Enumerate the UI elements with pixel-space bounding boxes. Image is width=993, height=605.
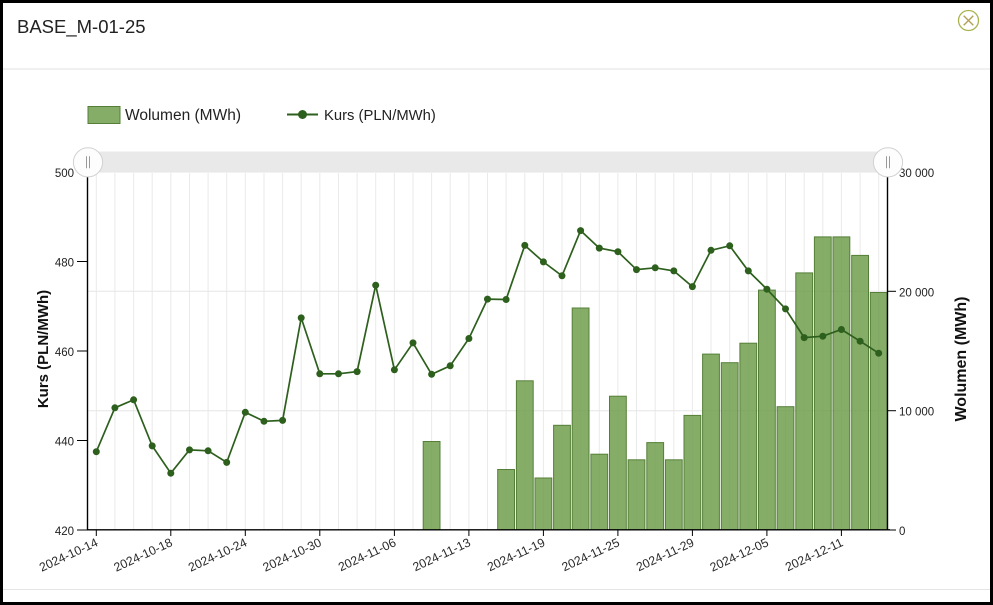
svg-text:420: 420 [55,526,74,538]
svg-text:440: 440 [55,437,74,449]
svg-text:Wolumen (MWh): Wolumen (MWh) [125,107,241,124]
svg-text:500: 500 [55,168,74,180]
svg-text:480: 480 [55,258,74,270]
svg-text:Kurs (PLN/MWh): Kurs (PLN/MWh) [324,108,436,124]
svg-text:10 000: 10 000 [899,407,934,419]
svg-text:Wolumen (MWh): Wolumen (MWh) [953,296,970,421]
svg-text:0: 0 [899,526,905,538]
svg-text:Kurs (PLN/MWh): Kurs (PLN/MWh) [35,290,52,408]
svg-text:30 000: 30 000 [899,168,934,180]
svg-text:BASE_M-01-25: BASE_M-01-25 [17,16,146,38]
svg-text:20 000: 20 000 [899,287,934,299]
svg-text:460: 460 [55,347,74,359]
